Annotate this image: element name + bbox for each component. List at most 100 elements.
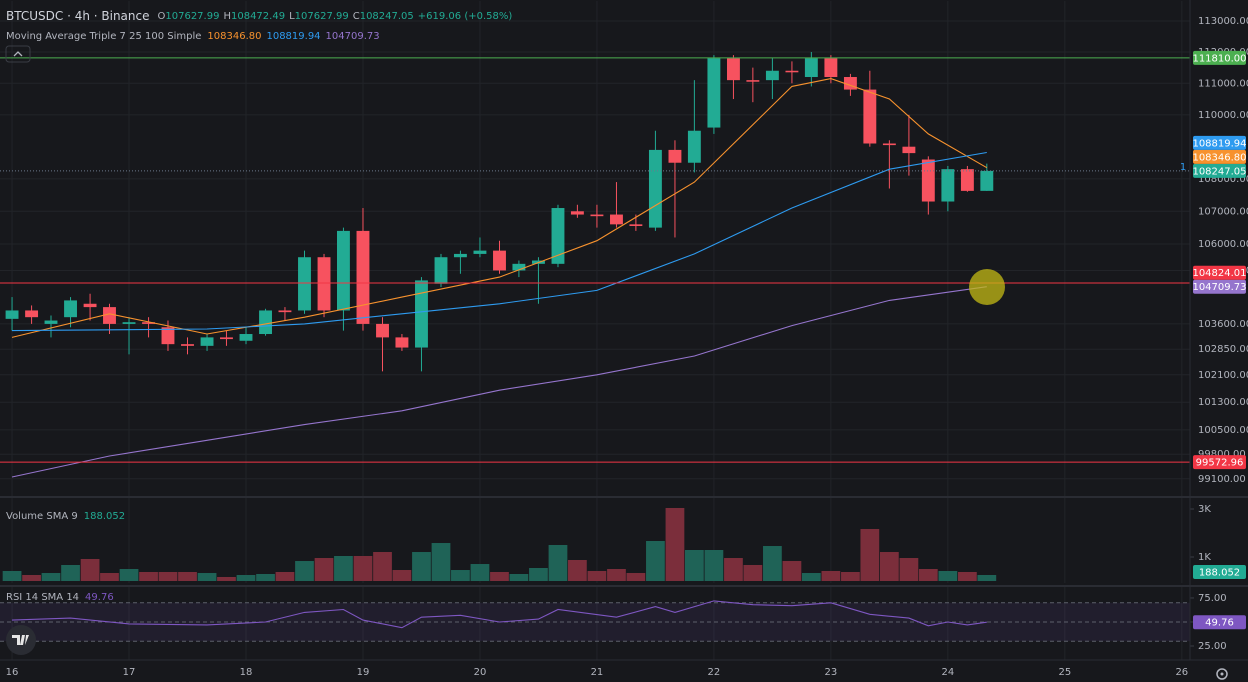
candle-body: [220, 337, 233, 340]
volume-bar: [139, 572, 158, 581]
rsi-legend: RSI 14 SMA 14 49.76: [6, 592, 114, 603]
legend-text: Volume SMA 9: [6, 511, 78, 522]
gear-center[interactable]: [1220, 672, 1224, 676]
candle-body: [200, 337, 214, 346]
candle-body: [785, 70, 799, 73]
legend-text: 108346.80: [207, 31, 261, 42]
price-label: 111810.00: [1192, 53, 1246, 64]
candle-body: [493, 250, 506, 271]
candle-body: [570, 211, 584, 215]
candle-body: [161, 327, 175, 345]
volume-bar: [431, 543, 451, 581]
price-label: 108247.05: [1192, 166, 1246, 177]
x-tick-label: 21: [591, 667, 604, 678]
candle-body: [590, 214, 604, 217]
volume-bar: [119, 569, 139, 581]
volume-bar: [373, 552, 392, 581]
legend-text: BTCUSDC · 4h · Binance: [6, 9, 150, 23]
y-tick-label: 99100.00: [1198, 474, 1246, 485]
gear-icon[interactable]: [1216, 668, 1228, 680]
x-tick-label: 23: [825, 667, 838, 678]
volume-bar: [236, 575, 256, 581]
logo[interactable]: [6, 625, 36, 655]
legend-text: 108472.49: [231, 11, 285, 22]
volume-bar: [470, 564, 490, 581]
volume-bar: [490, 572, 509, 581]
legend-text: 108819.94: [266, 31, 320, 42]
collapse-button[interactable]: [5, 45, 31, 63]
volume-bar: [821, 570, 841, 581]
volume-bar: [217, 576, 236, 581]
candle-body: [103, 307, 116, 324]
candle-body: [902, 146, 916, 154]
candle-body: [551, 208, 565, 264]
volume-legend: Volume SMA 9 188.052: [6, 511, 125, 522]
volume-bar: [724, 558, 743, 581]
volume-bar: [899, 558, 919, 581]
volume-bar: [704, 549, 724, 581]
volume-bar: [938, 570, 958, 581]
y-tick-label: 100500.00: [1198, 425, 1248, 436]
rsi-label: 49.76: [1205, 618, 1234, 629]
candle-body: [980, 170, 994, 191]
candle-body: [629, 224, 643, 226]
price-label: 108819.94: [1192, 138, 1246, 149]
settings-button[interactable]: [1216, 668, 1228, 680]
y-tick-label: 1K: [1198, 552, 1211, 563]
x-tick-label: 18: [240, 667, 253, 678]
x-tick-label: 20: [474, 667, 487, 678]
price-label-box: [1193, 149, 1246, 164]
line: [11, 600, 987, 629]
volume-bar: [334, 555, 353, 581]
volume-bar: [879, 552, 899, 581]
volume-bar: [607, 569, 626, 581]
legend-text: RSI 14 SMA 14: [6, 592, 79, 603]
y-tick-label: 111000.00: [1198, 78, 1248, 89]
y-tick-label: 3K: [1198, 504, 1211, 515]
line: [11, 151, 987, 332]
candle-body: [707, 58, 721, 128]
volume-bar: [22, 575, 41, 581]
header: BTCUSDC · 4h · Binance O107627.99 H108472.…: [6, 9, 512, 23]
x-tick-label: 24: [941, 667, 954, 678]
candle-body: [336, 230, 350, 311]
y-tick-label: 101300.00: [1198, 397, 1248, 408]
volume-label-box: [1193, 565, 1246, 579]
candle-body: [746, 80, 760, 82]
y-tick-label: 108000.00: [1198, 174, 1248, 185]
legend-text: L: [289, 11, 295, 22]
chevron-icon[interactable]: [13, 51, 23, 57]
logo-mark[interactable]: [12, 635, 29, 645]
volume-bar: [256, 573, 275, 581]
candle-body: [395, 337, 409, 348]
candle-body: [25, 310, 39, 318]
volume-bar: [626, 573, 646, 581]
candle-body: [44, 320, 58, 324]
price-label: 108346.80: [1192, 152, 1246, 163]
candle-body: [863, 89, 877, 144]
candle-body: [317, 257, 331, 311]
x-tick-label: 25: [1058, 667, 1071, 678]
volume-bar: [61, 564, 80, 581]
y-tick-label: 102100.00: [1198, 370, 1248, 381]
volume-bar: [841, 572, 860, 581]
legend-text: 188.052: [84, 511, 125, 522]
candle-body: [512, 263, 526, 271]
button-frame[interactable]: [5, 45, 31, 63]
candle-body: [298, 257, 311, 311]
legend-text: 107627.99: [165, 11, 219, 22]
volume-bar: [646, 540, 665, 581]
legend-text: Moving Average Triple 7 25 100 Simple: [6, 31, 201, 42]
legend-text: O: [158, 11, 166, 22]
y-tick-label: 106000.00: [1198, 239, 1248, 250]
volume-bar: [178, 572, 197, 581]
volume-bar: [918, 569, 938, 581]
volume-bar: [295, 561, 314, 581]
y-tick-label: 103600.00: [1198, 319, 1248, 330]
volume-bar: [100, 573, 119, 581]
marker-text: 1: [1180, 162, 1186, 173]
candle-body: [356, 230, 370, 324]
legend-text: 107627.99: [295, 11, 349, 22]
price-label: 104709.73: [1192, 282, 1246, 293]
label-layer: 1617181920212223242526113000.00112000.00…: [6, 9, 1248, 679]
